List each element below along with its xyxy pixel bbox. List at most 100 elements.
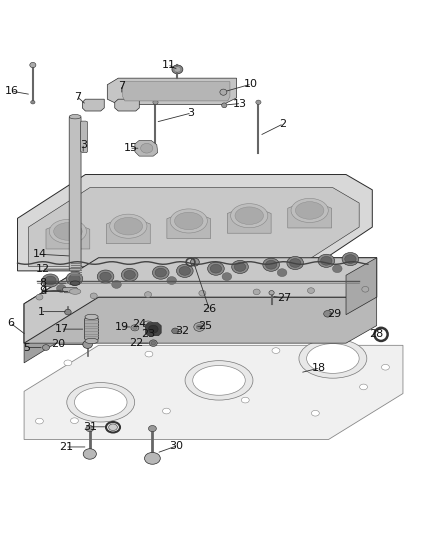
Ellipse shape: [31, 101, 35, 104]
Ellipse shape: [167, 277, 177, 285]
Text: 28: 28: [369, 329, 383, 340]
Text: 17: 17: [55, 324, 69, 334]
Text: 24: 24: [132, 319, 146, 329]
Polygon shape: [135, 140, 158, 156]
Ellipse shape: [148, 325, 158, 333]
Ellipse shape: [194, 322, 205, 332]
Text: 3: 3: [187, 108, 194, 118]
Text: 31: 31: [83, 422, 97, 432]
Ellipse shape: [69, 288, 81, 294]
Ellipse shape: [69, 268, 81, 272]
Ellipse shape: [287, 256, 304, 270]
Ellipse shape: [153, 100, 158, 104]
Polygon shape: [24, 297, 99, 363]
Ellipse shape: [85, 314, 98, 319]
Polygon shape: [24, 297, 377, 343]
Ellipse shape: [345, 255, 356, 263]
Text: 9: 9: [39, 286, 46, 296]
Ellipse shape: [143, 321, 153, 328]
Ellipse shape: [30, 62, 36, 68]
Text: 5: 5: [24, 343, 31, 352]
Text: 15: 15: [124, 143, 138, 154]
Text: 3: 3: [80, 140, 87, 150]
Ellipse shape: [133, 326, 137, 329]
Text: 30: 30: [169, 441, 183, 451]
Ellipse shape: [321, 256, 332, 265]
Polygon shape: [24, 258, 377, 343]
Ellipse shape: [172, 65, 183, 74]
Ellipse shape: [170, 209, 208, 233]
Ellipse shape: [185, 361, 253, 400]
Ellipse shape: [124, 270, 135, 279]
Ellipse shape: [172, 328, 179, 334]
Polygon shape: [62, 287, 79, 293]
Ellipse shape: [97, 270, 114, 283]
Polygon shape: [145, 322, 161, 336]
Polygon shape: [24, 345, 403, 440]
Ellipse shape: [69, 115, 81, 119]
Ellipse shape: [149, 340, 157, 346]
Ellipse shape: [65, 309, 71, 315]
Ellipse shape: [49, 220, 86, 244]
Ellipse shape: [324, 311, 332, 317]
Ellipse shape: [241, 397, 249, 403]
Ellipse shape: [269, 290, 274, 295]
Text: 12: 12: [36, 264, 50, 274]
Ellipse shape: [112, 280, 121, 288]
Ellipse shape: [222, 103, 227, 108]
Ellipse shape: [342, 253, 359, 265]
Text: 1: 1: [38, 306, 45, 317]
Ellipse shape: [71, 418, 78, 424]
Polygon shape: [46, 221, 90, 249]
Polygon shape: [106, 215, 150, 244]
Polygon shape: [69, 115, 81, 271]
Polygon shape: [28, 188, 359, 266]
Ellipse shape: [145, 351, 153, 357]
Text: 19: 19: [115, 322, 129, 332]
Ellipse shape: [318, 254, 335, 268]
Text: 20: 20: [51, 340, 65, 350]
Ellipse shape: [230, 204, 268, 228]
Ellipse shape: [234, 263, 246, 271]
Ellipse shape: [151, 342, 155, 345]
Text: 23: 23: [141, 329, 155, 339]
Polygon shape: [107, 78, 237, 104]
Text: 6: 6: [7, 318, 14, 328]
Ellipse shape: [381, 365, 389, 370]
Ellipse shape: [100, 272, 111, 281]
Ellipse shape: [35, 418, 43, 424]
Polygon shape: [123, 82, 230, 101]
Ellipse shape: [110, 214, 147, 238]
Polygon shape: [85, 317, 99, 341]
Polygon shape: [18, 174, 372, 271]
Text: 27: 27: [277, 293, 291, 303]
Ellipse shape: [86, 425, 94, 432]
Ellipse shape: [210, 264, 222, 273]
Polygon shape: [81, 121, 88, 152]
Text: 7: 7: [74, 92, 81, 102]
Text: 4: 4: [40, 286, 47, 296]
Ellipse shape: [277, 269, 287, 277]
Polygon shape: [167, 210, 211, 238]
Ellipse shape: [45, 276, 56, 285]
Ellipse shape: [85, 338, 98, 344]
Ellipse shape: [64, 360, 72, 366]
Ellipse shape: [179, 266, 191, 275]
Ellipse shape: [66, 272, 83, 285]
Ellipse shape: [232, 260, 248, 273]
Ellipse shape: [155, 268, 166, 277]
Text: 21: 21: [60, 442, 74, 452]
Ellipse shape: [162, 408, 170, 414]
Text: 7: 7: [118, 81, 125, 91]
Text: 26: 26: [202, 304, 216, 314]
Text: 18: 18: [312, 363, 326, 373]
Ellipse shape: [307, 288, 314, 294]
Ellipse shape: [174, 212, 203, 230]
Text: 2: 2: [279, 119, 286, 129]
Ellipse shape: [272, 348, 280, 353]
Ellipse shape: [74, 387, 127, 417]
Ellipse shape: [145, 453, 160, 464]
Ellipse shape: [291, 198, 328, 222]
Ellipse shape: [145, 292, 152, 297]
Ellipse shape: [196, 325, 202, 329]
